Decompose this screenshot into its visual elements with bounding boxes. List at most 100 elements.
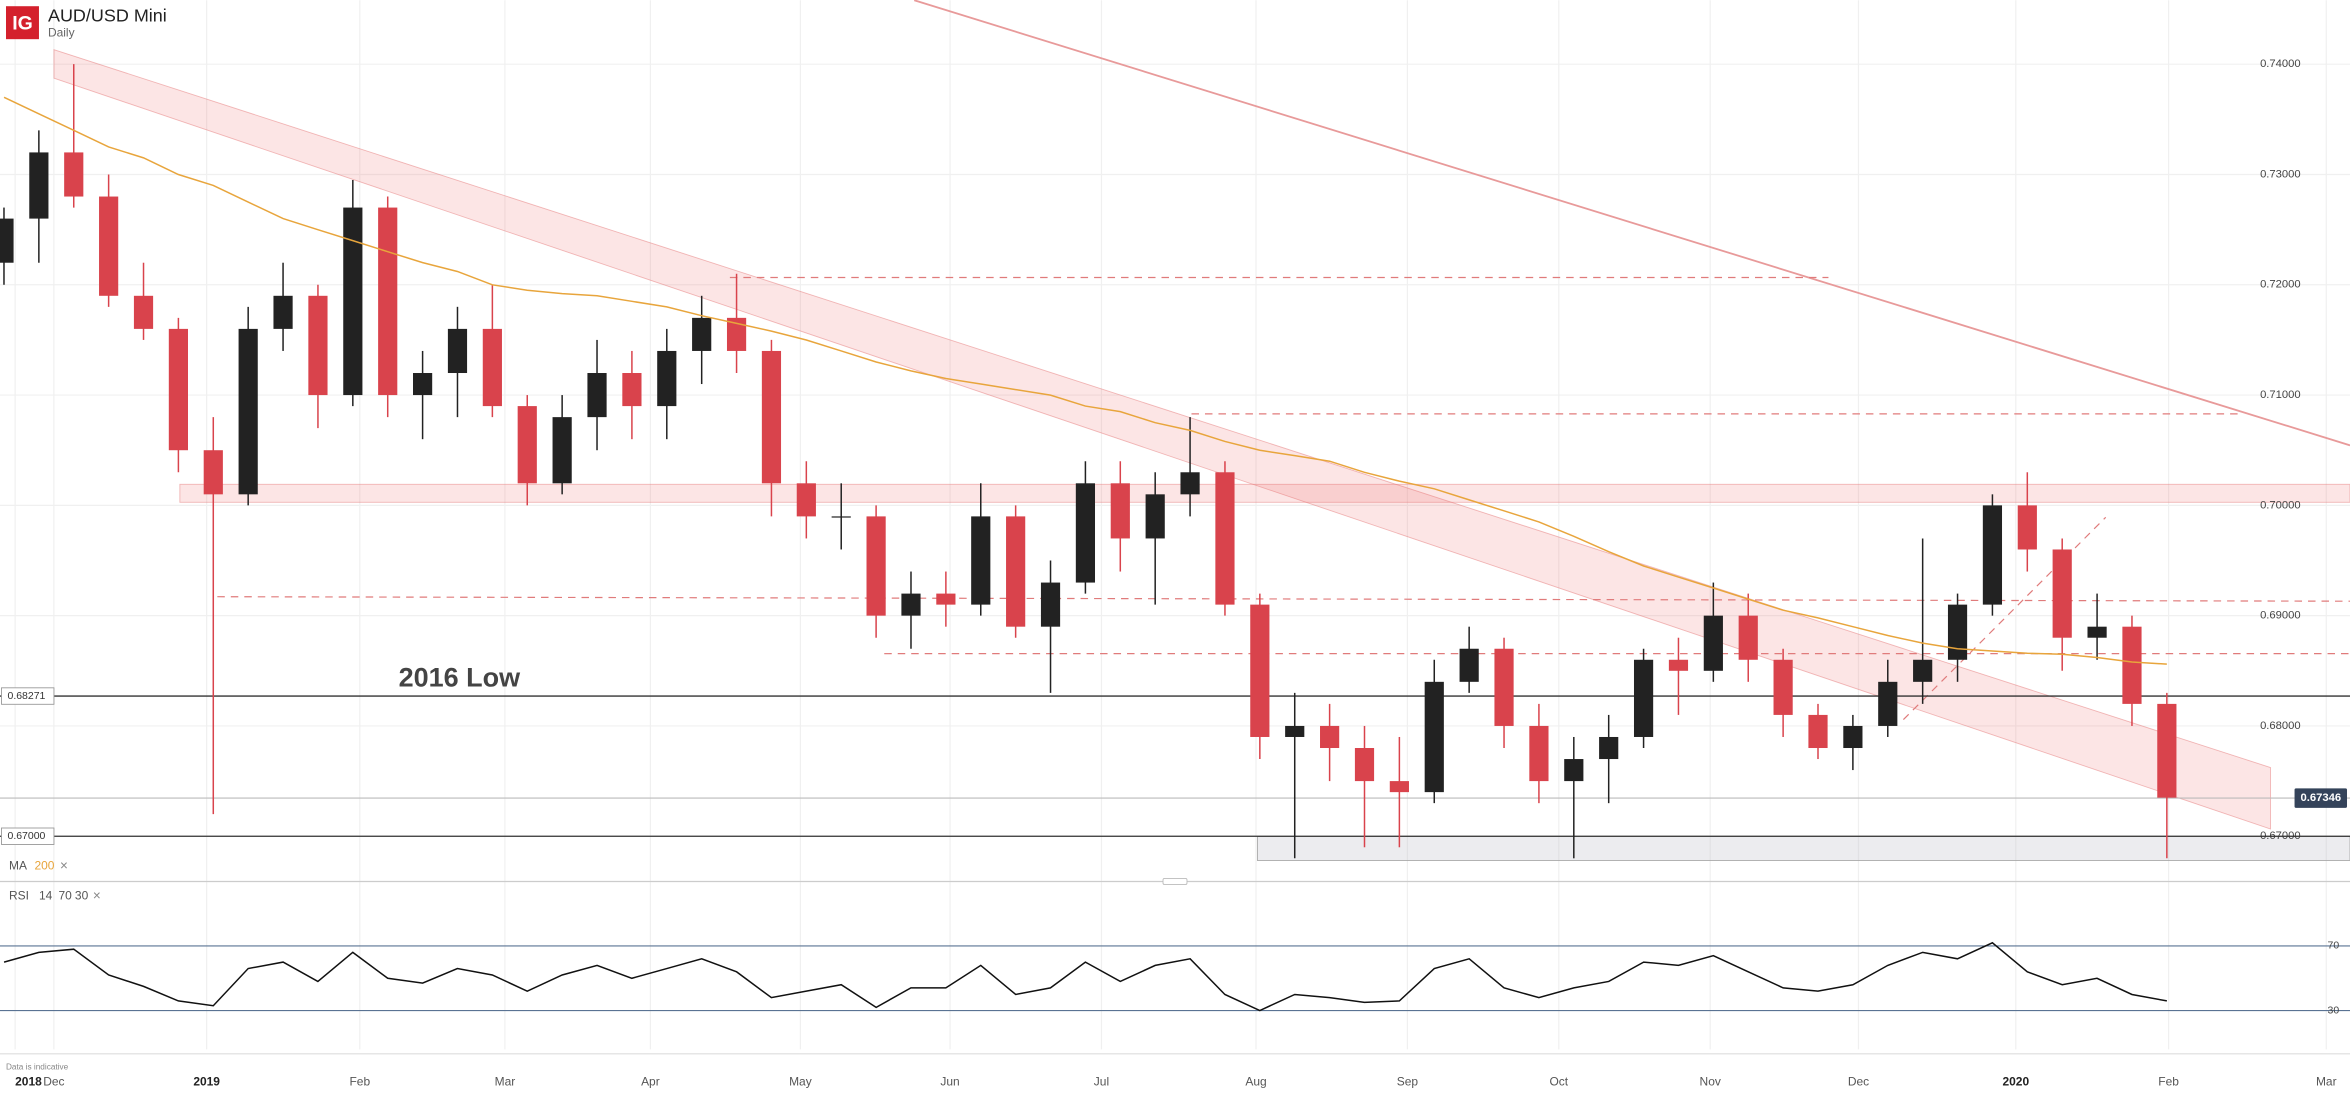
level-label-box <box>1 687 55 705</box>
candle-body <box>482 328 502 407</box>
y-tick-label: 0.73000 <box>2260 168 2301 180</box>
candle-body <box>831 516 851 518</box>
candle-body <box>99 196 119 296</box>
candle-body <box>1145 494 1165 539</box>
candle-body <box>796 483 816 517</box>
candle-body <box>133 295 154 329</box>
y-tick-label: 0.70000 <box>2260 499 2301 511</box>
x-tick-label: Jun <box>940 1074 959 1088</box>
candle-body <box>1180 472 1200 495</box>
candle-body <box>203 450 223 495</box>
price-tag-box <box>2294 788 2348 808</box>
candle-body <box>971 516 991 605</box>
candle-body <box>1599 736 1619 760</box>
annotation: 2016 Low <box>399 662 521 692</box>
indicator-param: 14 <box>39 889 53 903</box>
candle-body <box>1738 615 1758 660</box>
candle-body <box>552 417 572 484</box>
candle-body <box>2157 703 2177 798</box>
candle-body <box>447 328 468 374</box>
indicator-param: 200 <box>34 859 54 873</box>
candle-body <box>168 328 188 451</box>
note: Data is indicative <box>6 1062 69 1071</box>
candle-body <box>2087 626 2107 638</box>
candle-body <box>1040 582 1061 627</box>
candle-body <box>1564 759 1584 782</box>
candle-body <box>2017 505 2037 550</box>
trend-channel <box>53 49 2272 830</box>
candle-body <box>1215 472 1235 605</box>
level-label: 0.68271 <box>7 691 45 702</box>
candle-body <box>1006 516 1026 627</box>
moving-average <box>3 96 2167 665</box>
candle-body <box>1320 725 1340 749</box>
candle-body <box>1878 681 1898 726</box>
candle-body <box>29 152 49 219</box>
candle-body <box>413 373 433 396</box>
candle-body <box>64 152 84 197</box>
remove-icon[interactable]: × <box>60 858 68 873</box>
resistance-zone <box>179 483 2350 503</box>
y-tick-label: 0.69000 <box>2260 610 2301 622</box>
x-tick-label: Dec <box>1848 1074 1869 1088</box>
candle-body <box>761 350 782 484</box>
indicator-name: RSI <box>9 889 29 903</box>
candle-body <box>2052 549 2072 638</box>
candle-body <box>1529 725 1549 782</box>
support-zone <box>1256 836 2350 861</box>
x-tick-label: 2020 <box>2002 1074 2029 1088</box>
candle-body <box>936 593 956 605</box>
candle-body <box>692 317 712 351</box>
x-tick-label: Feb <box>2158 1074 2179 1088</box>
dashed-level <box>217 596 2350 602</box>
indicator-param: 30 <box>75 889 89 903</box>
level-label-box <box>1 827 55 845</box>
x-tick-label: Dec <box>43 1074 64 1088</box>
candle-body <box>1947 604 1968 660</box>
logo: IG <box>12 12 33 34</box>
candle-body <box>866 516 886 616</box>
candle-body <box>238 328 258 495</box>
candle-body <box>622 373 642 407</box>
x-tick-label: 2018 <box>15 1074 42 1088</box>
x-tick-label: Jul <box>1094 1074 1109 1088</box>
remove-icon[interactable]: × <box>93 888 101 903</box>
candle-body <box>1075 483 1096 583</box>
x-tick-label: Aug <box>1245 1074 1266 1088</box>
x-tick-label: Feb <box>349 1074 370 1088</box>
candle-body <box>1982 505 2003 605</box>
candle-body <box>1773 659 1793 715</box>
candle-body <box>1703 615 1723 671</box>
candle-body <box>901 593 921 616</box>
candle-body <box>0 218 14 263</box>
candle-body <box>1459 648 1479 682</box>
x-tick-label: Oct <box>1549 1074 1568 1088</box>
indicator-name: MA <box>9 859 27 873</box>
candle-body <box>343 207 363 396</box>
price-tag: 0.67346 <box>2300 792 2341 804</box>
candle-body <box>1843 725 1863 749</box>
candle-body <box>273 295 293 329</box>
candle-body <box>587 373 607 418</box>
candle-body <box>726 317 747 351</box>
candle-body <box>1110 483 1130 539</box>
candle-body <box>517 406 537 484</box>
y-tick-label: 70 <box>2328 941 2340 952</box>
candle-body <box>2122 626 2142 704</box>
candle-body <box>1494 648 1514 726</box>
x-tick-label: Nov <box>1700 1074 1721 1088</box>
chart-subtitle: Daily <box>48 25 75 39</box>
x-tick-label: Apr <box>641 1074 660 1088</box>
y-tick-label: 0.68000 <box>2260 720 2301 732</box>
candle-body <box>1285 725 1305 737</box>
candle-body <box>1913 659 1933 682</box>
candle-body <box>1389 781 1409 793</box>
candle-body <box>657 350 677 407</box>
y-tick-label: 0.71000 <box>2260 389 2301 401</box>
candle-body <box>1250 604 1270 737</box>
trend-line <box>913 0 2350 447</box>
x-tick-label: Sep <box>1397 1074 1419 1088</box>
indicator-param: 70 <box>58 889 72 903</box>
logo-box <box>5 6 39 40</box>
